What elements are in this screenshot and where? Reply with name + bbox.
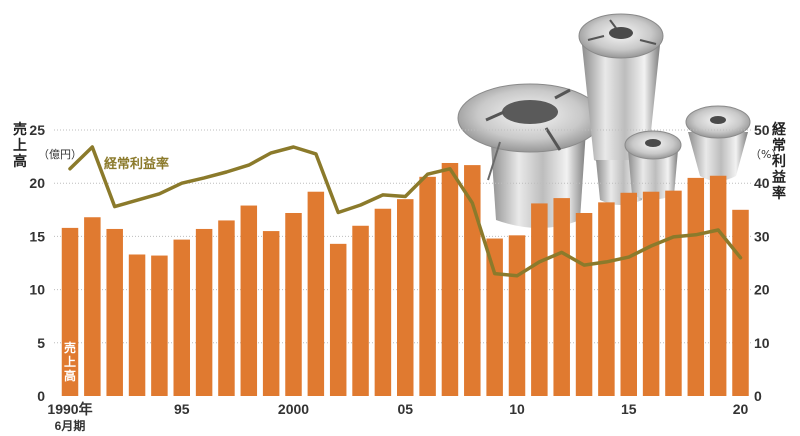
collet-small bbox=[624, 130, 682, 200]
right-tick-20: 20 bbox=[754, 282, 770, 298]
x-tick-2005: 05 bbox=[397, 401, 413, 417]
x-tick-1995: 95 bbox=[174, 401, 190, 417]
collet-conical bbox=[685, 105, 751, 181]
collet-large bbox=[457, 83, 603, 228]
sales-bar-2003 bbox=[352, 225, 369, 396]
sales-bar-2018 bbox=[687, 177, 705, 396]
left-tick-5: 5 bbox=[37, 335, 45, 351]
right-axis-title-3: 利 bbox=[772, 153, 786, 170]
sales-bar-1999 bbox=[262, 231, 280, 396]
sales-bar-2013 bbox=[575, 212, 593, 396]
left-tick-15: 15 bbox=[29, 228, 45, 244]
sales-bar-2000 bbox=[285, 212, 302, 396]
right-tick-30: 30 bbox=[754, 228, 770, 244]
sales-bar-1992 bbox=[106, 228, 123, 396]
sales-bar-2007 bbox=[441, 162, 459, 396]
sales-bar-2012 bbox=[553, 198, 570, 396]
left-axis-title-1: 売 bbox=[13, 121, 27, 138]
sales-bar-1994 bbox=[151, 255, 168, 396]
sales-bar-1998 bbox=[240, 205, 258, 396]
right-tick-10: 10 bbox=[754, 335, 770, 351]
right-axis-title-2: 常 bbox=[772, 137, 786, 154]
right-axis-title-1: 経 bbox=[772, 121, 787, 138]
sales-bar-1993 bbox=[128, 254, 146, 396]
sales-bar-2004 bbox=[374, 208, 392, 396]
sales-series-label-1: 売 bbox=[64, 340, 76, 355]
sales-bar-2006 bbox=[419, 176, 436, 396]
x-tick-2000: 2000 bbox=[278, 401, 309, 417]
margin-line bbox=[68, 145, 743, 278]
sales-bar-2008 bbox=[464, 165, 481, 396]
left-axis-unit: （億円） bbox=[38, 148, 82, 161]
left-tick-25: 25 bbox=[29, 122, 45, 138]
left-tick-20: 20 bbox=[29, 175, 45, 191]
right-tick-0: 0 bbox=[754, 388, 762, 404]
sales-bars bbox=[61, 162, 749, 396]
right-axis-title-4: 益 bbox=[772, 169, 786, 186]
margin-line-path bbox=[68, 145, 743, 278]
sales-bar-1991 bbox=[84, 217, 101, 396]
left-axis-title-2: 上 bbox=[13, 138, 27, 154]
sales-series-label-3: 高 bbox=[64, 368, 76, 383]
sales-bar-2005 bbox=[397, 199, 414, 396]
x-tick-1990: 1990年 bbox=[47, 401, 92, 417]
left-axis-title-3: 高 bbox=[13, 153, 27, 170]
sales-bar-2010 bbox=[508, 235, 526, 396]
right-tick-50: 50 bbox=[754, 122, 770, 138]
collet-photo bbox=[457, 13, 751, 228]
x-tick-2015: 15 bbox=[621, 401, 637, 417]
sales-bar-2020 bbox=[732, 209, 749, 396]
sales-bar-1996 bbox=[195, 228, 213, 396]
right-axis: 0 10 20 30 40 50 bbox=[754, 122, 770, 404]
sales-bar-2015 bbox=[620, 192, 637, 396]
sales-bar-2017 bbox=[665, 190, 682, 396]
sales-bar-2001 bbox=[307, 191, 325, 396]
right-axis-unit: （%） bbox=[750, 148, 782, 161]
sales-series-label-2: 上 bbox=[64, 354, 76, 369]
sales-bar-2002 bbox=[329, 243, 347, 396]
sales-bar-2019 bbox=[709, 175, 727, 396]
sales-bar-2011 bbox=[531, 203, 548, 396]
x-tick-2010: 10 bbox=[509, 401, 525, 417]
right-axis-title-5: 率 bbox=[772, 185, 786, 202]
right-tick-40: 40 bbox=[754, 175, 770, 191]
margin-series-label: 経常利益率 bbox=[104, 156, 169, 172]
left-tick-10: 10 bbox=[29, 282, 45, 298]
x-tick-2020: 20 bbox=[733, 401, 749, 417]
sales-bar-2014 bbox=[598, 202, 615, 396]
sales-bar-2016 bbox=[642, 191, 660, 396]
sales-bar-2009 bbox=[486, 238, 503, 396]
sales-bar-1995 bbox=[173, 239, 190, 396]
left-tick-0: 0 bbox=[37, 388, 45, 404]
x-tick-sub-1990: 6月期 bbox=[55, 418, 86, 433]
left-axis: 0 5 10 15 20 25 bbox=[29, 122, 45, 404]
sales-bar-1997 bbox=[218, 220, 235, 396]
sales-bar-1990 bbox=[61, 227, 79, 396]
